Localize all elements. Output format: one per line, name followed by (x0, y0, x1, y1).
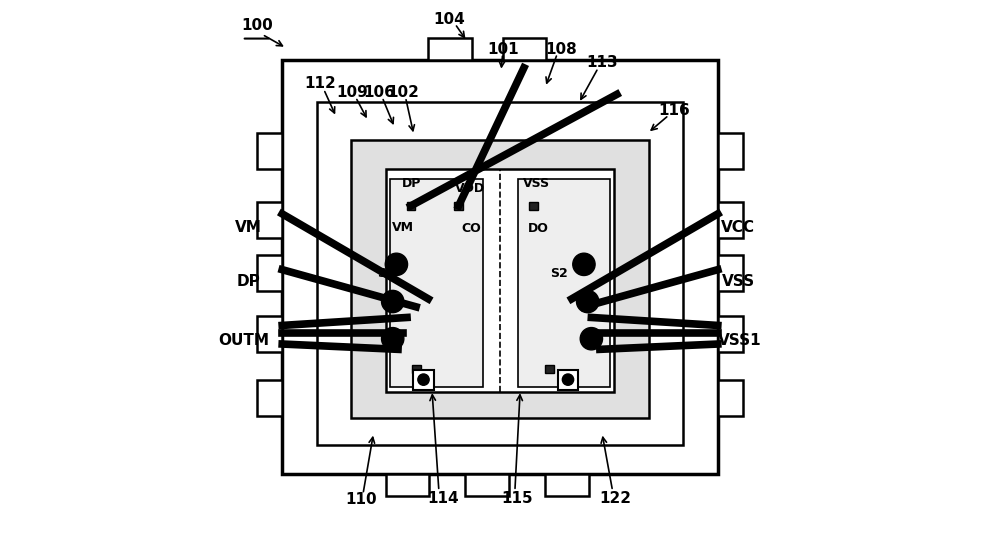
Text: 104: 104 (434, 12, 465, 27)
Text: 110: 110 (345, 492, 377, 507)
Text: 114: 114 (427, 491, 458, 506)
Circle shape (573, 253, 595, 276)
Bar (257, 316, 282, 352)
Text: 100: 100 (241, 18, 273, 33)
Text: 102: 102 (387, 85, 419, 100)
Text: DP: DP (237, 274, 261, 289)
Text: 108: 108 (545, 42, 577, 57)
Bar (428, 37, 472, 60)
Text: OUTM: OUTM (218, 333, 269, 348)
Text: 115: 115 (501, 491, 533, 506)
Bar (282, 60, 718, 474)
Text: 112: 112 (305, 76, 336, 91)
Text: VSS: VSS (721, 274, 755, 289)
Circle shape (576, 290, 599, 313)
Bar (407, 202, 415, 210)
Bar (718, 380, 743, 416)
Circle shape (382, 327, 404, 350)
Bar (257, 380, 282, 416)
Bar (529, 202, 538, 210)
Text: DO: DO (528, 222, 549, 235)
Bar (257, 132, 282, 169)
Bar (718, 255, 743, 291)
Bar (465, 474, 509, 497)
Text: CO: CO (461, 222, 481, 235)
Text: 113: 113 (586, 55, 618, 70)
Bar (390, 179, 483, 387)
Circle shape (382, 290, 404, 313)
Text: VCC: VCC (721, 219, 755, 234)
Text: S2: S2 (551, 267, 568, 280)
Bar (386, 474, 429, 497)
Text: 106: 106 (363, 85, 395, 100)
Text: VDD: VDD (455, 182, 485, 195)
Bar (257, 202, 282, 238)
Text: S1: S1 (377, 267, 395, 280)
Bar (257, 255, 282, 291)
Bar (518, 179, 610, 387)
Circle shape (385, 253, 408, 276)
Circle shape (418, 374, 429, 385)
Text: VSS1: VSS1 (718, 333, 762, 348)
Bar (412, 365, 421, 373)
Bar (718, 316, 743, 352)
Text: VSS: VSS (523, 177, 550, 190)
Bar (718, 132, 743, 169)
Bar (545, 474, 589, 497)
Text: 122: 122 (600, 491, 632, 506)
Text: DP: DP (402, 177, 421, 190)
Text: VM: VM (392, 221, 414, 234)
Bar (317, 103, 683, 445)
Bar (558, 370, 578, 390)
Bar (718, 202, 743, 238)
Text: 109: 109 (336, 85, 368, 100)
Text: 116: 116 (658, 103, 690, 118)
Text: 101: 101 (487, 42, 518, 57)
Bar (351, 139, 649, 419)
Text: VM: VM (235, 219, 262, 234)
Bar (454, 202, 463, 210)
Circle shape (580, 327, 603, 350)
Bar (413, 370, 434, 390)
Bar (545, 365, 554, 373)
Bar (503, 37, 546, 60)
Circle shape (562, 374, 574, 385)
Bar (386, 169, 614, 392)
